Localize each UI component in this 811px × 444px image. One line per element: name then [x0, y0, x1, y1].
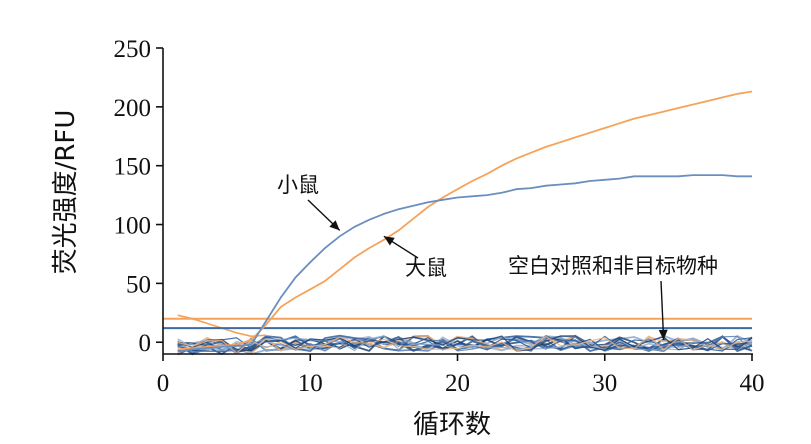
noise-trace [177, 335, 753, 354]
annotation-arrows [307, 199, 668, 340]
y-tick-label: 250 [114, 36, 152, 63]
tick-labels: 0 10 20 30 40 0 50 100 150 200 250 [114, 36, 765, 397]
rat-label: 大鼠 [405, 256, 447, 280]
blank-control-arrow [658, 280, 668, 340]
x-tick-label: 30 [592, 370, 617, 397]
x-tick-label: 0 [157, 370, 170, 397]
mouse-curve [177, 174, 752, 353]
x-tick-label: 40 [740, 370, 765, 397]
noise-trace [177, 335, 753, 352]
noise-trace [177, 334, 753, 355]
y-tick-label: 50 [126, 271, 151, 298]
y-tick-label: 150 [114, 154, 152, 181]
rat-arrow [383, 235, 419, 259]
y-tick-label: 200 [114, 95, 152, 122]
mouse-label: 小鼠 [277, 173, 319, 197]
axes [156, 47, 753, 361]
x-tick-label: 20 [445, 370, 470, 397]
y-axis-title: 荧光强度/RFU [51, 110, 81, 275]
mouse-arrow [307, 199, 341, 231]
rat-curve [177, 90, 753, 351]
blank-control-label: 空白对照和非目标物种 [508, 254, 718, 278]
y-tick-label: 0 [139, 330, 152, 357]
x-axis-title: 循环数 [413, 410, 491, 440]
y-tick-label: 100 [114, 213, 152, 240]
plot-lines [163, 90, 753, 356]
x-tick-label: 10 [298, 370, 323, 397]
